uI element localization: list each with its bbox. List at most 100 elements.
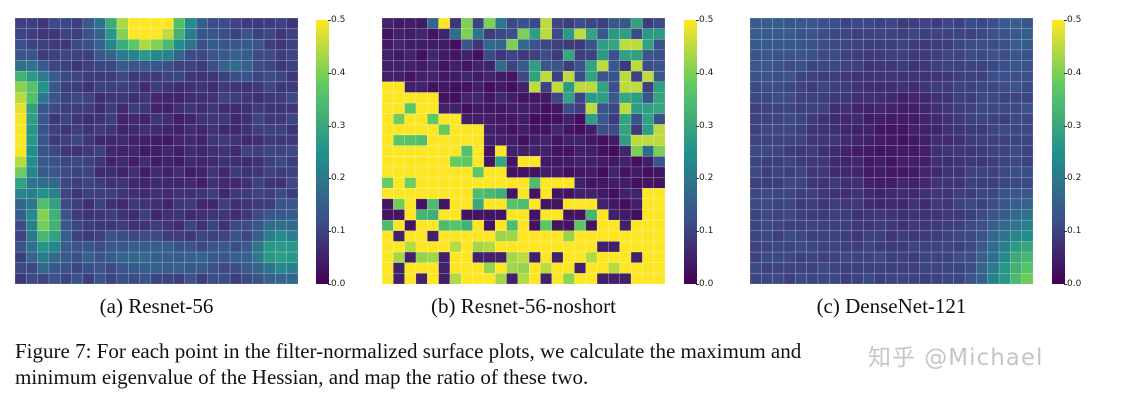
heatmap-cell — [795, 60, 807, 72]
heatmap-cell — [987, 18, 1000, 29]
heatmap-cell — [874, 230, 887, 242]
heatmap-cell — [874, 70, 887, 83]
heatmap-cell — [1021, 49, 1033, 61]
heatmap-cell — [862, 219, 875, 232]
heatmap-cell — [173, 124, 186, 136]
heatmap-cell — [218, 219, 231, 232]
heatmap-cell — [851, 241, 864, 253]
heatmap-cell — [540, 81, 553, 93]
heatmap-cell — [942, 124, 955, 136]
heatmap-cell — [1010, 18, 1022, 29]
heatmap-cell — [82, 177, 95, 189]
heatmap-cell — [438, 124, 451, 136]
heatmap-cell — [574, 241, 587, 253]
heatmap-cell — [218, 198, 231, 210]
heatmap-cell — [382, 177, 394, 189]
heatmap-cell — [998, 39, 1011, 51]
heatmap-cell — [105, 60, 118, 72]
heatmap-cell — [150, 241, 163, 253]
heatmap-cell — [37, 273, 50, 284]
heatmap-cell — [506, 102, 519, 115]
heatmap-cell — [608, 18, 621, 29]
heatmap-cell — [506, 187, 519, 200]
heatmap-cell — [761, 113, 773, 125]
heatmap-cell — [494, 124, 507, 136]
heatmap-cell — [229, 60, 242, 72]
heatmap-cell — [998, 177, 1011, 189]
heatmap-cell — [987, 251, 1000, 264]
colorbar-ticks-b: 0.0 0.1 0.2 0.3 0.4 0.5 — [695, 15, 729, 289]
heatmap-cell — [596, 28, 609, 40]
heatmap-cell — [472, 241, 485, 253]
heatmap-cell — [71, 166, 84, 178]
heatmap-cell — [286, 156, 298, 168]
heatmap-cell — [438, 273, 451, 284]
heatmap-cell — [750, 177, 762, 189]
heatmap-cell — [460, 198, 473, 210]
heatmap-cell — [919, 251, 932, 264]
heatmap-cell — [528, 156, 541, 168]
heatmap-cell — [494, 18, 507, 29]
heatmap-cell — [642, 39, 654, 51]
heatmap-cell — [116, 177, 129, 189]
heatmap-cell — [862, 92, 875, 104]
heatmap-cell — [517, 134, 530, 146]
heatmap-cell — [750, 209, 762, 221]
heatmap-cell — [953, 134, 966, 146]
heatmap-cell — [127, 134, 140, 146]
heatmap-cell — [207, 92, 220, 104]
heatmap-cell — [15, 70, 27, 83]
heatmap-cell — [483, 230, 496, 242]
heatmap-cell — [427, 145, 439, 157]
heatmap-cell — [862, 70, 875, 83]
heatmap-cell — [619, 145, 632, 157]
heatmap-cell — [483, 262, 496, 274]
heatmap-cell — [404, 166, 417, 178]
heatmap-cell — [127, 145, 140, 157]
heatmap-cell — [653, 198, 665, 210]
heatmap-cell — [252, 273, 265, 284]
heatmap-cell — [817, 241, 830, 253]
heatmap-cell — [286, 18, 298, 29]
heatmap-cell — [953, 273, 966, 284]
heatmap-cell — [562, 102, 575, 115]
heatmap-cell — [438, 92, 451, 104]
heatmap-cell — [908, 166, 921, 178]
heatmap-cell — [404, 18, 417, 29]
heatmap-cell — [127, 28, 140, 40]
heatmap-cell — [139, 177, 152, 189]
heatmap-cell — [817, 49, 830, 61]
heatmap-cell — [1010, 81, 1022, 93]
heatmap-cell — [772, 230, 785, 242]
heatmap-cell — [60, 18, 72, 29]
heatmap-cell — [998, 230, 1011, 242]
heatmap-cell — [483, 273, 496, 284]
heatmap-cell — [460, 18, 473, 29]
heatmap-cell — [105, 145, 118, 157]
heatmap-cell — [116, 262, 129, 274]
heatmap-cell — [415, 187, 428, 200]
heatmap-cell — [252, 241, 265, 253]
heatmap-cell — [840, 273, 853, 284]
heatmap-cell — [919, 219, 932, 232]
heatmap-cell — [275, 166, 287, 178]
heatmap-cell — [908, 18, 921, 29]
heatmap-cell — [252, 134, 265, 146]
heatmap-cell — [540, 166, 553, 178]
heatmap-cell — [630, 187, 643, 200]
heatmap-cell — [885, 39, 898, 51]
heatmap-cell — [207, 39, 220, 51]
heatmap-cell — [964, 124, 977, 136]
heatmap-cell — [184, 145, 197, 157]
heatmap-cell — [828, 18, 841, 29]
heatmap-cell — [585, 60, 598, 72]
heatmap-cell — [275, 18, 287, 29]
heatmap-cell — [207, 177, 220, 189]
heatmap-cell — [161, 113, 174, 125]
heatmap-cell — [976, 187, 989, 200]
heatmap-cell — [275, 177, 287, 189]
heatmap-cell — [851, 187, 864, 200]
heatmap-cell — [393, 251, 405, 264]
heatmap-cell — [116, 113, 129, 125]
heatmap-cell — [150, 39, 163, 51]
